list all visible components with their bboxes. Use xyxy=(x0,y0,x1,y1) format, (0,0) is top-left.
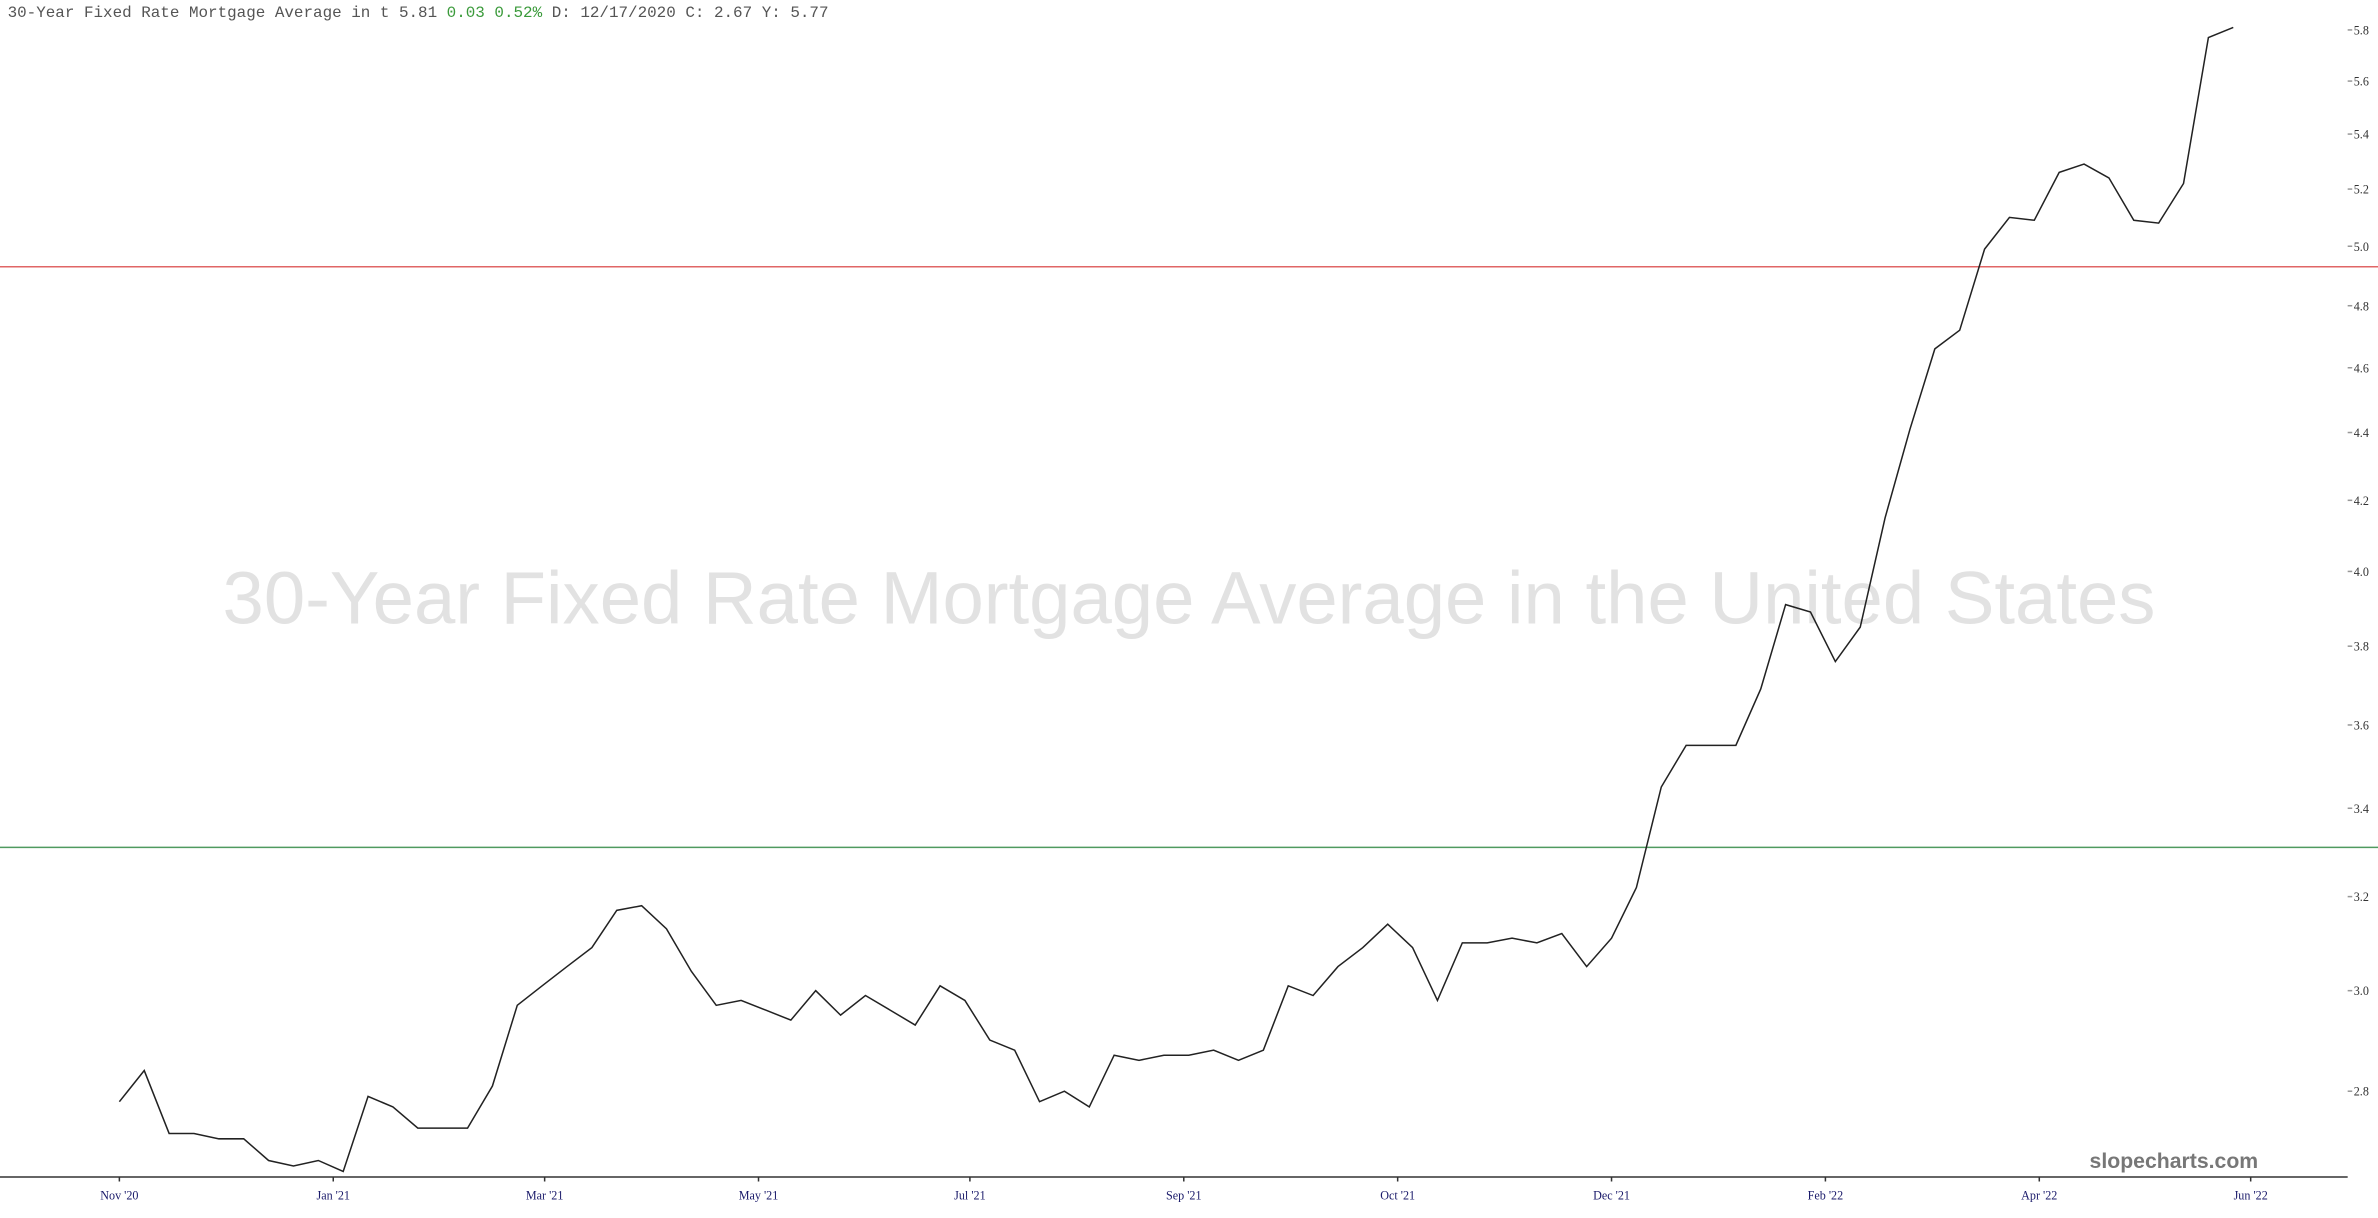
close: C: 2.67 xyxy=(685,4,752,22)
x-tick-label: Dec '21 xyxy=(1593,1189,1630,1203)
y-tick-label: 5.0 xyxy=(2354,240,2369,254)
y-tick-label: 3.0 xyxy=(2354,984,2369,998)
y-tick-label: 3.2 xyxy=(2354,890,2369,904)
x-tick-label: Jun '22 xyxy=(2234,1189,2268,1203)
date: D: 12/17/2020 xyxy=(552,4,676,22)
x-tick-label: Oct '21 xyxy=(1380,1189,1415,1203)
x-tick-label: Feb '22 xyxy=(1808,1189,1844,1203)
series-name: 30-Year Fixed Rate Mortgage Average in t xyxy=(8,4,390,22)
x-tick-label: Sep '21 xyxy=(1166,1189,1202,1203)
brand: slopecharts.com xyxy=(2090,1150,2259,1173)
x-tick-label: Nov '20 xyxy=(100,1189,138,1203)
y-tick-label: 4.2 xyxy=(2354,494,2369,508)
line xyxy=(118,26,2234,1173)
year-value: Y: 5.77 xyxy=(762,4,829,22)
y-tick-label: 5.2 xyxy=(2354,183,2369,197)
change-pct: 0.52% xyxy=(494,4,542,22)
y-tick-label: 5.6 xyxy=(2354,75,2369,89)
x-tick-label: Jan '21 xyxy=(316,1189,350,1203)
y-tick-label: 3.6 xyxy=(2354,719,2369,733)
chart-title: 30-Year Fixed Rate Mortgage Average in t… xyxy=(223,556,2156,639)
header: 30-Year Fixed Rate Mortgage Average in t… xyxy=(8,4,829,22)
change: 0.03 xyxy=(447,4,485,22)
y-tick-label: 4.0 xyxy=(2354,565,2369,579)
x-tick-label: Jul '21 xyxy=(954,1189,986,1203)
x-tick-label: Mar '21 xyxy=(526,1189,564,1203)
last: 5.81 xyxy=(399,4,437,22)
y-tick-label: 5.8 xyxy=(2354,23,2369,37)
x-tick-label: Apr '22 xyxy=(2021,1189,2057,1203)
x-tick-label: May '21 xyxy=(739,1189,779,1203)
y-tick-label: 4.6 xyxy=(2354,361,2369,375)
y-tick-label: 3.4 xyxy=(2354,802,2369,816)
y-tick-label: 5.4 xyxy=(2354,128,2369,142)
y-tick-label: 4.8 xyxy=(2354,299,2369,313)
y-tick-label: 2.8 xyxy=(2354,1085,2369,1099)
y-tick-label: 4.4 xyxy=(2354,426,2369,440)
y-tick-label: 3.8 xyxy=(2354,640,2369,654)
